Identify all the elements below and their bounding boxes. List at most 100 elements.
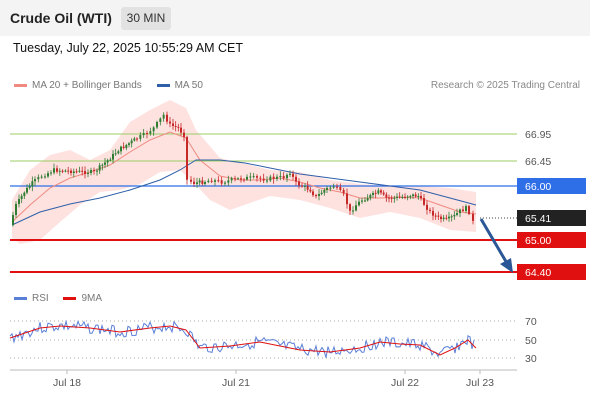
candle-body	[120, 146, 122, 152]
candle-body	[456, 213, 458, 215]
candle-body	[162, 114, 165, 119]
candle-body	[339, 187, 342, 191]
candle-body	[204, 182, 206, 184]
x-label-jul18: Jul 18	[53, 377, 81, 389]
candle-body	[329, 187, 332, 189]
candle-body	[423, 198, 425, 205]
x-label-jul21: Jul 21	[222, 377, 250, 389]
badge-bg-64-40	[517, 264, 586, 280]
x-label-jul22: Jul 22	[391, 377, 419, 389]
candle-body	[220, 180, 223, 184]
level-label-66-00: 66.00	[525, 181, 551, 193]
candle-body	[159, 118, 162, 122]
candle-body	[312, 191, 314, 196]
candle-body	[326, 187, 328, 190]
badge-bg-65-41	[517, 210, 586, 226]
candle-body	[432, 210, 434, 216]
candle-body	[429, 209, 431, 211]
candle-body	[262, 178, 265, 181]
candle-body	[20, 195, 23, 199]
candle-body	[139, 135, 142, 139]
candle-body	[136, 138, 138, 140]
candle-body	[237, 178, 239, 180]
legend-label-rsi: RSI	[32, 293, 49, 304]
candle-body	[252, 176, 255, 178]
candle-body	[437, 215, 440, 217]
candle-body	[295, 176, 297, 182]
chart-datetime: Tuesday, July 22, 2025 10:55:29 AM CET	[13, 41, 243, 55]
candle-body	[369, 194, 372, 199]
candle-body	[301, 185, 303, 187]
candle-body	[406, 196, 409, 198]
bollinger-fill	[12, 100, 476, 244]
candle-body	[34, 179, 36, 182]
candle-body	[286, 174, 288, 179]
candle-body	[372, 192, 374, 195]
candle-body	[217, 180, 220, 182]
candle-body	[133, 138, 136, 141]
rsi-level-30: 30	[525, 353, 537, 365]
candle-body	[320, 192, 323, 195]
ma20-swatch	[14, 83, 27, 87]
candle-body	[414, 194, 417, 197]
candle-body	[323, 189, 326, 193]
instrument-title: Crude Oil (WTI)	[10, 10, 112, 26]
candle-body	[67, 170, 70, 172]
candle-body	[256, 176, 258, 178]
candle-body	[382, 192, 385, 195]
candle-body	[240, 178, 242, 180]
ma50-swatch	[156, 83, 170, 87]
candle-body	[149, 131, 152, 134]
rsi-level-70: 70	[525, 316, 537, 328]
candle-body	[70, 170, 72, 174]
candle-body	[468, 206, 470, 214]
candle-body	[81, 170, 84, 172]
timeframe-button[interactable]: 30 MIN	[121, 7, 171, 30]
candle-body	[364, 200, 366, 202]
candlesticks	[12, 111, 474, 227]
candle-body	[465, 206, 467, 211]
candle-body	[388, 197, 390, 199]
candle-body	[18, 198, 20, 204]
candle-body	[61, 170, 64, 172]
candle-body	[366, 198, 369, 201]
candle-body	[450, 216, 453, 218]
forecast-arrow	[479, 218, 513, 273]
candle-body	[417, 195, 420, 197]
candle-body	[390, 197, 393, 199]
candle-body	[355, 205, 357, 211]
candle-body	[98, 165, 101, 171]
candle-body	[31, 181, 34, 187]
candle-body	[445, 217, 448, 219]
rsi-level-50: 50	[525, 335, 537, 347]
candle-body	[93, 170, 95, 172]
candle-body	[15, 203, 17, 215]
candle-body	[453, 214, 456, 217]
candle-body	[374, 192, 377, 194]
candle-body	[186, 136, 188, 180]
candle-body	[104, 162, 106, 165]
candle-body	[56, 168, 58, 172]
candle-body	[434, 215, 437, 217]
candle-body	[352, 210, 354, 212]
candle-body	[336, 186, 338, 188]
level-label-66-45: 66.45	[525, 156, 551, 168]
candle-body	[47, 173, 49, 177]
candle-body	[332, 186, 335, 188]
candle-body	[318, 194, 320, 196]
forecast-arrow-shaft	[479, 218, 510, 266]
candle-body	[190, 179, 192, 182]
candle-body	[361, 200, 363, 202]
candle-body	[87, 172, 89, 174]
level-label-65-00: 65.00	[525, 235, 551, 247]
candle-body	[198, 180, 201, 183]
candle-body	[380, 190, 382, 193]
candle-body	[183, 132, 185, 137]
rsi-9ma-line	[9, 325, 477, 356]
candle-body	[50, 172, 52, 174]
candle-body	[426, 204, 428, 210]
candle-body	[224, 182, 226, 184]
candle-body	[177, 126, 180, 128]
candle-body	[309, 189, 312, 192]
